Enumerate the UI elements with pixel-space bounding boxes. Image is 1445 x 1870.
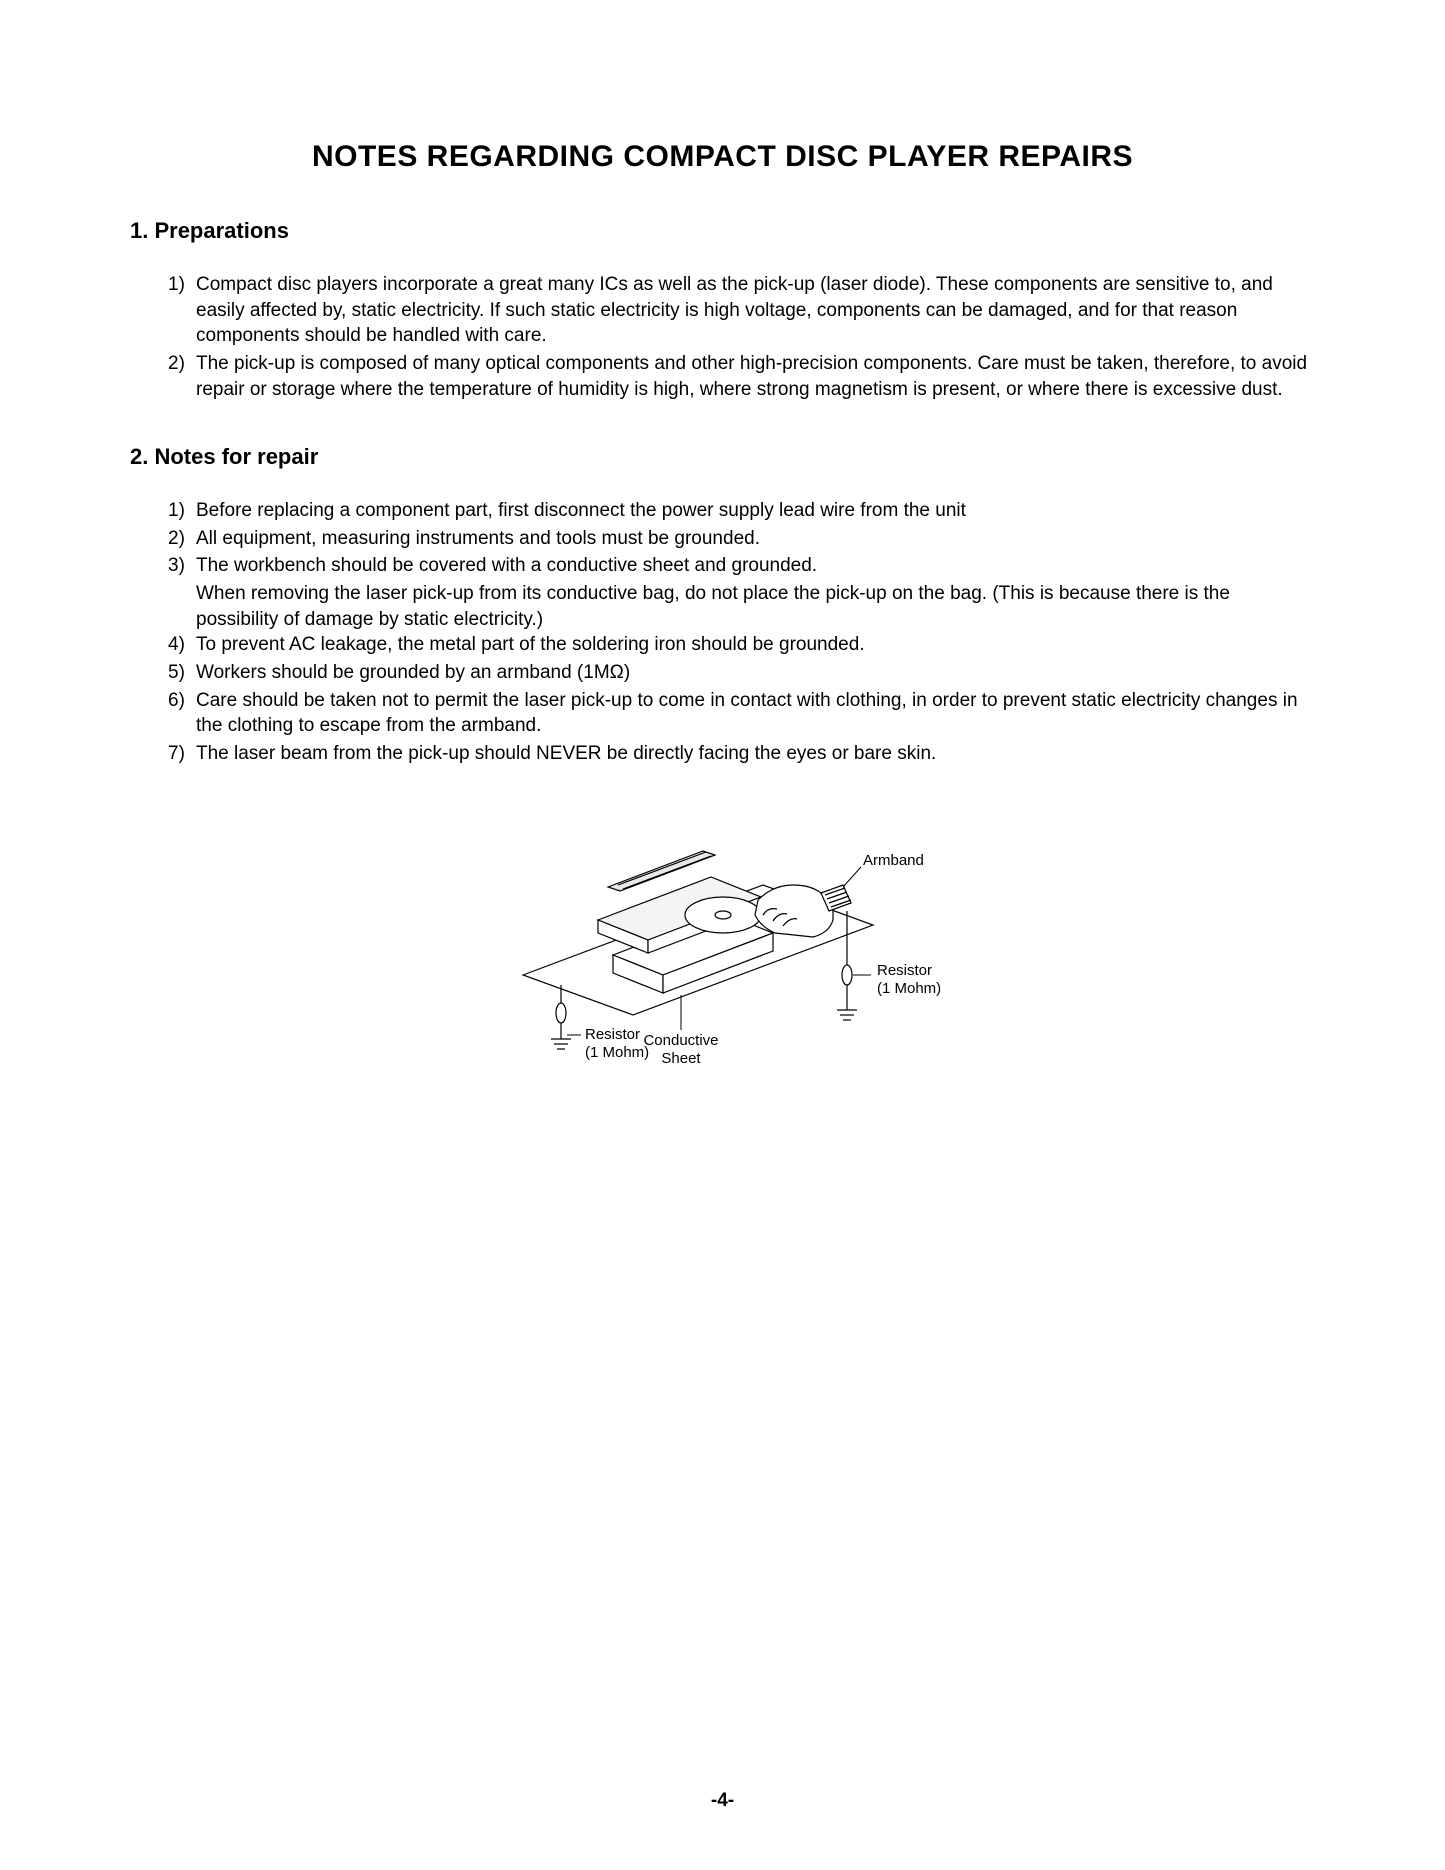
section-heading-notes-for-repair: 2. Notes for repair xyxy=(130,444,1315,470)
list-item: 3) The workbench should be covered with … xyxy=(168,553,1315,579)
list-item: 1) Before replacing a component part, fi… xyxy=(168,498,1315,524)
item-sub-text: When removing the laser pick-up from its… xyxy=(168,581,1315,632)
item-number: 2) xyxy=(168,351,196,402)
item-text: Before replacing a component part, first… xyxy=(196,498,1315,524)
label-resistor-left-1: Resistor xyxy=(585,1026,640,1043)
list-item: 1) Compact disc players incorporate a gr… xyxy=(168,272,1315,349)
item-number: 7) xyxy=(168,741,196,767)
list-item: 2) All equipment, measuring instruments … xyxy=(168,526,1315,552)
item-number: 1) xyxy=(168,272,196,349)
item-text: Compact disc players incorporate a great… xyxy=(196,272,1315,349)
item-number: 6) xyxy=(168,688,196,739)
label-resistor-right-1: Resistor xyxy=(877,962,932,979)
item-number: 1) xyxy=(168,498,196,524)
grounding-diagram: Armband Resistor (1 Mohm) Resistor (1 Mo… xyxy=(463,815,983,1075)
item-number: 3) xyxy=(168,553,196,579)
label-conductive-2: Sheet xyxy=(661,1050,701,1067)
label-resistor-left-2: (1 Mohm) xyxy=(585,1044,649,1061)
item-text: All equipment, measuring instruments and… xyxy=(196,526,1315,552)
item-text: The laser beam from the pick-up should N… xyxy=(196,741,1315,767)
list-item: 7) The laser beam from the pick-up shoul… xyxy=(168,741,1315,767)
diagram-svg: Armband Resistor (1 Mohm) Resistor (1 Mo… xyxy=(463,815,983,1075)
page-number: -4- xyxy=(0,1790,1445,1812)
list-item: 4) To prevent AC leakage, the metal part… xyxy=(168,632,1315,658)
diagram-container: Armband Resistor (1 Mohm) Resistor (1 Mo… xyxy=(130,815,1315,1075)
list-item: 5) Workers should be grounded by an armb… xyxy=(168,660,1315,686)
list-item: 6) Care should be taken not to permit th… xyxy=(168,688,1315,739)
left-ground-lead xyxy=(551,985,571,1049)
item-text: Care should be taken not to permit the l… xyxy=(196,688,1315,739)
item-number: 5) xyxy=(168,660,196,686)
section-heading-preparations: 1. Preparations xyxy=(130,218,1315,244)
item-text: The workbench should be covered with a c… xyxy=(196,553,1315,579)
item-text: The pick-up is composed of many optical … xyxy=(196,351,1315,402)
label-armband: Armband xyxy=(863,852,924,869)
list-item: 2) The pick-up is composed of many optic… xyxy=(168,351,1315,402)
item-text: Workers should be grounded by an armband… xyxy=(196,660,1315,686)
page-content: NOTES REGARDING COMPACT DISC PLAYER REPA… xyxy=(0,0,1445,1135)
preparations-list: 1) Compact disc players incorporate a gr… xyxy=(130,272,1315,402)
label-conductive-1: Conductive xyxy=(643,1032,718,1049)
item-text: To prevent AC leakage, the metal part of… xyxy=(196,632,1315,658)
notes-for-repair-list: 1) Before replacing a component part, fi… xyxy=(130,498,1315,766)
leader-line xyxy=(843,867,861,887)
item-number: 2) xyxy=(168,526,196,552)
item-number: 4) xyxy=(168,632,196,658)
label-resistor-right-2: (1 Mohm) xyxy=(877,980,941,997)
page-title: NOTES REGARDING COMPACT DISC PLAYER REPA… xyxy=(130,140,1315,174)
